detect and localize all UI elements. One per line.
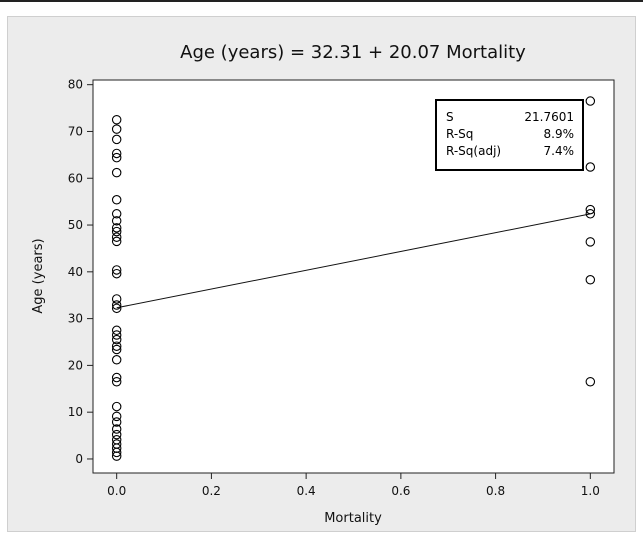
data-point [111,344,122,355]
y-tick-label: 30 [68,312,83,326]
data-point [111,294,122,304]
data-point [111,152,122,163]
data-point [111,148,122,159]
data-point [111,226,122,237]
data-point [111,265,122,275]
data-point [111,236,122,247]
x-axis-label: Mortality [324,511,382,526]
stat-label: S [446,110,454,124]
data-point [111,429,122,440]
data-point [111,195,122,205]
top-rule [0,0,643,2]
data-point [111,268,122,279]
stats-box: S 21.7601 R-Sq 8.9% R-Sq(adj) 7.4% [435,99,584,171]
y-tick-label: 80 [68,78,83,92]
data-point [111,341,122,351]
data-point [111,300,122,310]
data-point [111,115,122,125]
stat-value: 8.9% [544,127,575,141]
data-point [111,223,122,233]
data-point [111,325,122,336]
x-tick-label: 0.4 [297,484,316,498]
x-tick-label: 1.0 [581,484,600,498]
data-point [585,237,596,247]
x-axis: 0.0 0.2 0.4 0.6 0.8 1.0 [107,473,600,498]
data-point [111,124,122,134]
data-point [585,162,596,172]
data-point [111,134,122,145]
y-axis: 0 10 20 30 40 50 60 70 80 [68,78,93,466]
y-tick-label: 50 [68,218,83,232]
chart-title: Age (years) = 32.31 + 20.07 Mortality [180,42,526,63]
y-tick-label: 20 [68,358,83,372]
data-point [111,451,122,461]
data-point [585,204,596,215]
data-point [111,330,122,340]
y-tick-label: 40 [68,265,83,279]
regression-line [116,213,591,309]
x-tick-label: 0.8 [486,484,505,498]
x-tick-label: 0.2 [202,484,221,498]
data-point [111,232,122,242]
y-tick-label: 0 [75,452,83,466]
y-axis-label: Age (years) [31,238,46,313]
data-point [111,209,122,219]
data-point [111,372,122,383]
y-tick-label: 60 [68,171,83,185]
data-point [111,334,122,345]
data-point [585,275,596,285]
stat-value: 7.4% [544,144,575,158]
stats-box-frame [435,99,584,171]
data-point [585,96,596,106]
data-point [111,447,122,458]
data-point [111,411,122,422]
data-point [585,209,596,219]
data-points [111,96,596,461]
x-tick-label: 0.6 [391,484,410,498]
data-point [111,424,122,434]
stat-label: R-Sq(adj) [446,144,501,158]
stat-label: R-Sq [446,127,473,141]
data-point [111,355,122,365]
y-tick-label: 70 [68,124,83,138]
data-point [111,417,122,427]
data-point [111,303,122,314]
data-point [111,377,122,387]
data-point [111,401,122,412]
x-tick-label: 0.0 [107,484,126,498]
data-point [585,377,596,387]
data-point [111,216,122,226]
data-point [111,167,122,178]
y-tick-label: 10 [68,405,83,419]
stat-value: 21.7601 [524,110,574,124]
